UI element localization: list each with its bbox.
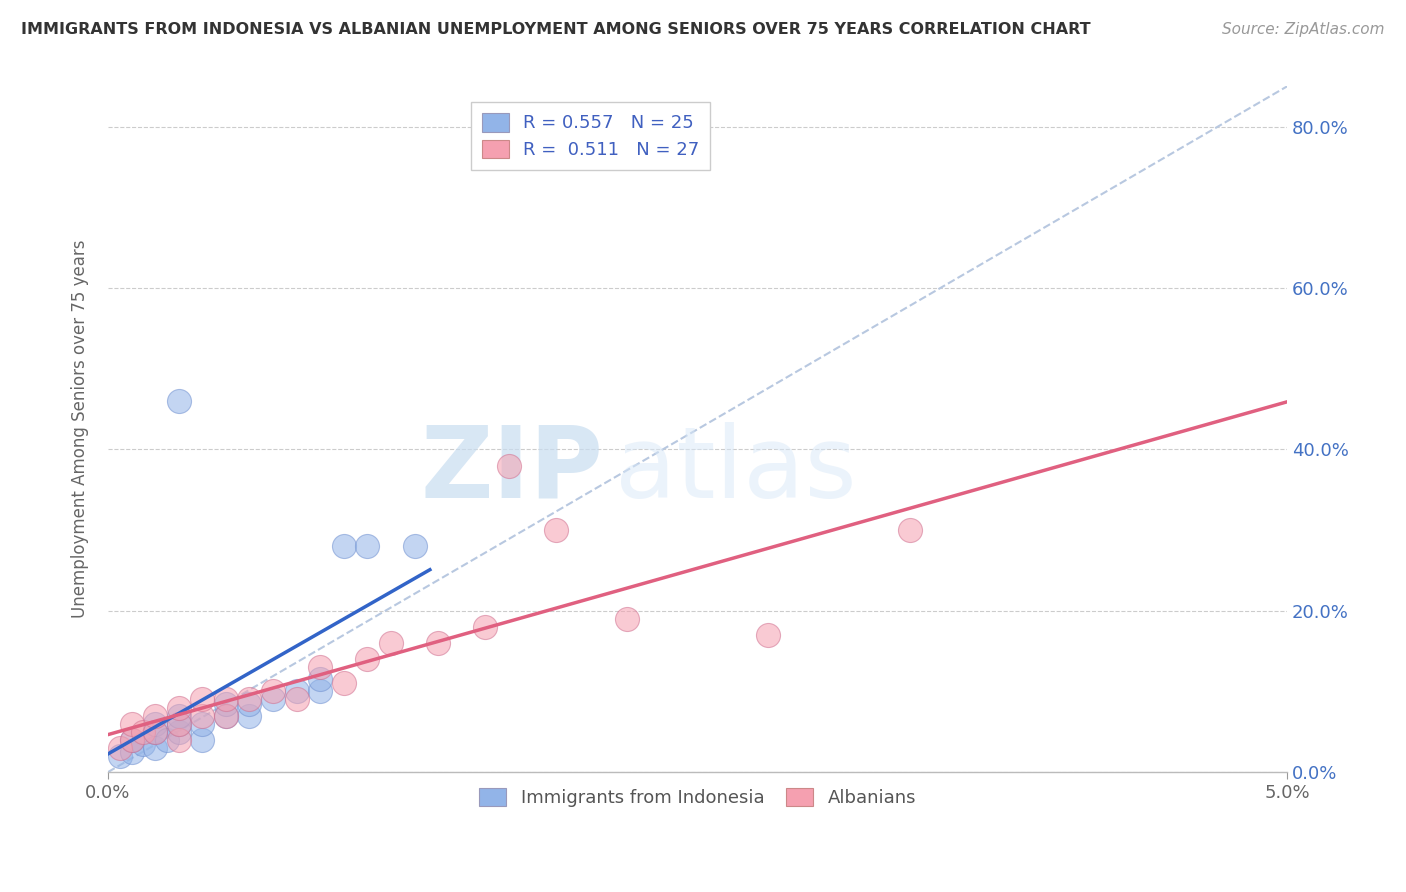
Point	[215, 692, 238, 706]
Legend: Immigrants from Indonesia, Albanians: Immigrants from Indonesia, Albanians	[472, 780, 924, 814]
Point	[167, 716, 190, 731]
Point	[121, 745, 143, 759]
Point	[498, 458, 520, 473]
Text: atlas: atlas	[614, 422, 856, 519]
Point	[132, 737, 155, 751]
Point	[356, 539, 378, 553]
Point	[238, 692, 260, 706]
Point	[215, 708, 238, 723]
Point	[156, 732, 179, 747]
Point	[121, 732, 143, 747]
Point	[191, 692, 214, 706]
Point	[191, 732, 214, 747]
Point	[167, 724, 190, 739]
Point	[756, 628, 779, 642]
Point	[143, 724, 166, 739]
Point	[191, 708, 214, 723]
Y-axis label: Unemployment Among Seniors over 75 years: Unemployment Among Seniors over 75 years	[72, 240, 89, 618]
Point	[427, 636, 450, 650]
Point	[167, 716, 190, 731]
Point	[262, 692, 284, 706]
Point	[262, 684, 284, 698]
Point	[285, 684, 308, 698]
Point	[404, 539, 426, 553]
Text: ZIP: ZIP	[420, 422, 603, 519]
Point	[544, 523, 567, 537]
Point	[143, 716, 166, 731]
Point	[238, 697, 260, 711]
Point	[215, 708, 238, 723]
Point	[143, 740, 166, 755]
Point	[191, 716, 214, 731]
Point	[309, 673, 332, 687]
Point	[356, 652, 378, 666]
Point	[309, 684, 332, 698]
Point	[309, 660, 332, 674]
Point	[143, 708, 166, 723]
Point	[474, 620, 496, 634]
Point	[285, 692, 308, 706]
Point	[898, 523, 921, 537]
Text: IMMIGRANTS FROM INDONESIA VS ALBANIAN UNEMPLOYMENT AMONG SENIORS OVER 75 YEARS C: IMMIGRANTS FROM INDONESIA VS ALBANIAN UN…	[21, 22, 1091, 37]
Point	[238, 708, 260, 723]
Point	[167, 708, 190, 723]
Point	[167, 700, 190, 714]
Point	[167, 394, 190, 409]
Point	[333, 539, 356, 553]
Text: Source: ZipAtlas.com: Source: ZipAtlas.com	[1222, 22, 1385, 37]
Point	[143, 724, 166, 739]
Point	[616, 612, 638, 626]
Point	[333, 676, 356, 690]
Point	[215, 697, 238, 711]
Point	[121, 716, 143, 731]
Point	[108, 748, 131, 763]
Point	[121, 732, 143, 747]
Point	[380, 636, 402, 650]
Point	[108, 740, 131, 755]
Point	[132, 724, 155, 739]
Point	[167, 732, 190, 747]
